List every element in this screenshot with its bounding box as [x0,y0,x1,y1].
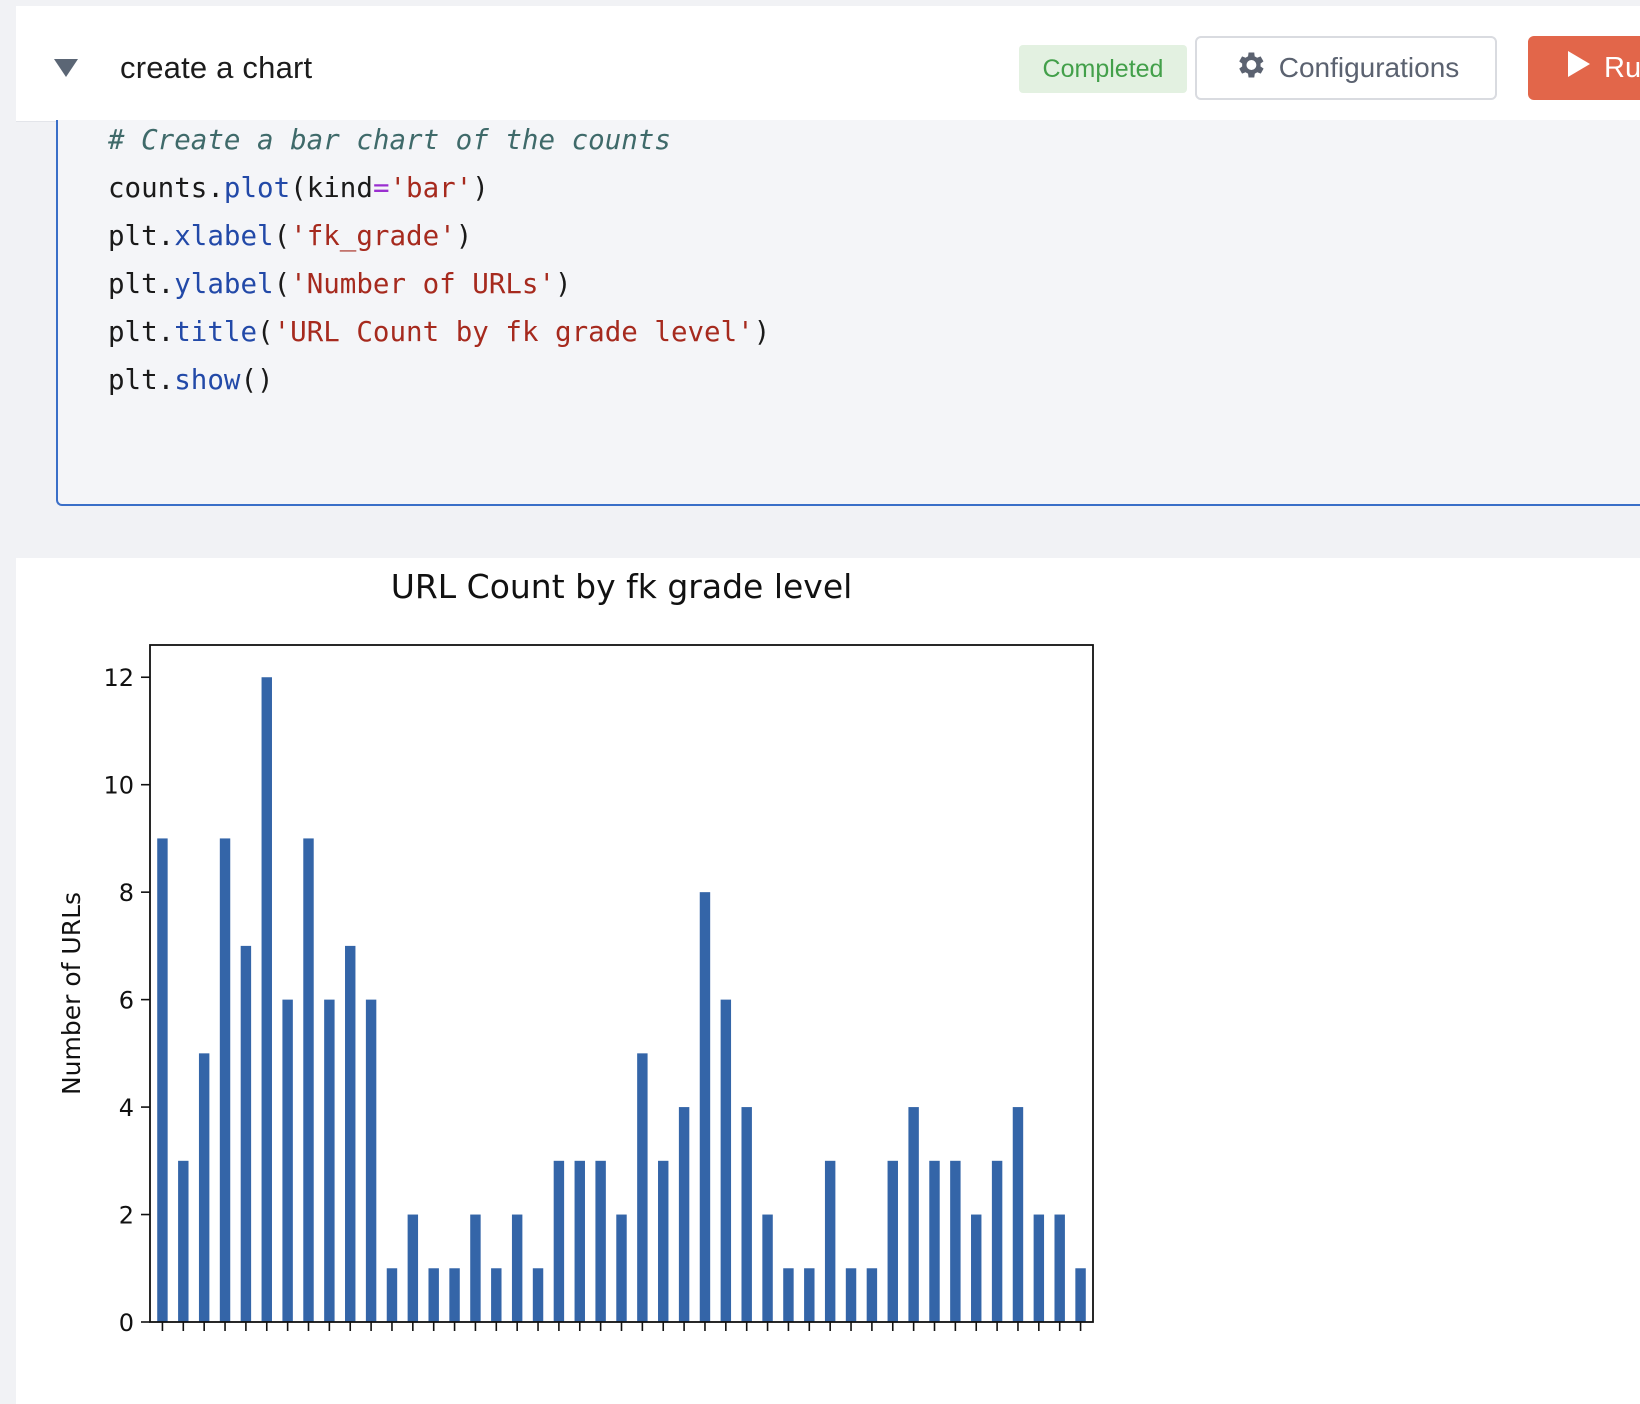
code-token: () [240,364,274,396]
chart-bar [678,1107,690,1322]
chart-bar [1075,1268,1086,1322]
y-tick-label: 0 [119,1309,134,1337]
chart-bar [157,838,168,1322]
status-badge: Completed [1019,45,1187,93]
chart-bar [386,1268,398,1322]
y-tick-label: 6 [119,987,134,1015]
code-line: plt.show() [108,360,274,400]
chart-bar [198,1053,210,1322]
y-tick-label: 12 [103,664,134,692]
run-button[interactable]: Run [1528,36,1640,100]
chart-bar [240,945,252,1322]
chart-bar [324,999,335,1322]
chart-bar [950,1160,961,1322]
code-token: ) [555,268,572,300]
code-token: 'bar' [389,172,473,204]
chart-bar [261,677,272,1322]
chart-bar [616,1214,627,1322]
code-token: xlabel [174,220,274,252]
bar-chart: URL Count by fk grade level Number of URL… [57,567,1094,1337]
chart-bar [428,1268,439,1322]
chart-bar [1012,1107,1024,1322]
chart-bar [407,1214,419,1322]
chart-bar [178,1160,189,1322]
chart-bar [219,838,231,1322]
code-token: ( [273,268,291,300]
code-line: # Create a bar chart of the counts [108,120,671,160]
code-token: 'URL Count by fk grade level' [273,316,754,348]
code-token: counts. [108,172,224,204]
chart-bar [658,1160,669,1322]
y-tick-label: 8 [119,879,134,907]
play-icon [1566,49,1592,87]
chart-title: URL Count by fk grade level [391,567,853,606]
chart-bar [365,999,377,1322]
configurations-label: Configurations [1278,52,1460,83]
chart-bar [908,1107,919,1322]
cell-title: create a chart [120,50,313,85]
chart-bar [824,1160,836,1322]
chart-bar [783,1268,794,1322]
code-token: 'fk_grade' [290,220,456,252]
code-token: plt. [108,364,175,396]
chart-bar [929,1160,940,1322]
chart-bar [971,1214,982,1322]
code-line: plt.title('URL Count by fk grade level') [108,312,770,352]
configurations-button[interactable]: Configurations [1195,36,1497,100]
chart-bar [845,1268,857,1322]
chart-bar [449,1268,460,1322]
code-token: ) [753,316,771,348]
chart-bar [1054,1214,1065,1322]
chart-bar [762,1214,773,1322]
chart-bar [574,1160,585,1322]
code-token: show [174,364,241,396]
y-tick-label: 4 [119,1094,134,1122]
y-tick-label: 2 [119,1202,134,1230]
y-tick-label: 10 [103,772,134,800]
chart-bar [720,999,732,1322]
code-token: = [372,172,390,204]
chart-bar [345,945,356,1322]
code-token: plt. [108,220,175,252]
chart-bar [887,1160,898,1322]
chart-bar [532,1268,544,1322]
code-editor[interactable]: # Create a bar chart of the counts counts… [56,120,1640,506]
code-token: ( [257,316,274,348]
chart-bar [741,1107,752,1322]
chart-bar [991,1160,1003,1322]
chart-bar [511,1214,523,1322]
code-line: counts.plot(kind='bar') [108,168,489,208]
code-token: ylabel [174,268,274,300]
gear-icon [1233,48,1267,89]
y-axis-label: Number of URLs [57,892,86,1095]
chart-bar [699,892,711,1322]
cell-header: create a chart Completed Configurations … [16,6,1640,122]
chart-bar [470,1214,481,1322]
triangle-down-icon[interactable] [52,56,80,80]
code-token: # Create a bar chart of the counts [108,124,671,156]
code-token: plt. [108,268,175,300]
chart-bar [303,838,314,1322]
plot-frame [149,644,1094,1323]
code-token: plot [223,172,291,204]
code-line: plt.xlabel('fk_grade') [108,216,472,256]
chart-bar [866,1268,878,1322]
code-token: ) [472,172,489,204]
chart-bar [553,1160,565,1322]
chart-bar [491,1268,502,1322]
code-token: 'Number of URLs' [290,268,556,300]
code-line: plt.ylabel('Number of URLs') [108,264,572,304]
chart-bar [1033,1214,1045,1322]
chart-bar [595,1160,606,1322]
code-token: plt. [108,316,175,348]
code-token: (kind [290,172,373,204]
code-token: title [174,316,258,348]
chart-bar [282,999,293,1322]
chart-bar [637,1053,648,1322]
chart-bar [804,1268,815,1322]
run-label: Run [1604,51,1640,84]
code-token: ) [455,220,473,252]
output-panel: URL Count by fk grade level Number of URL… [16,558,1640,1404]
code-token: ( [273,220,291,252]
